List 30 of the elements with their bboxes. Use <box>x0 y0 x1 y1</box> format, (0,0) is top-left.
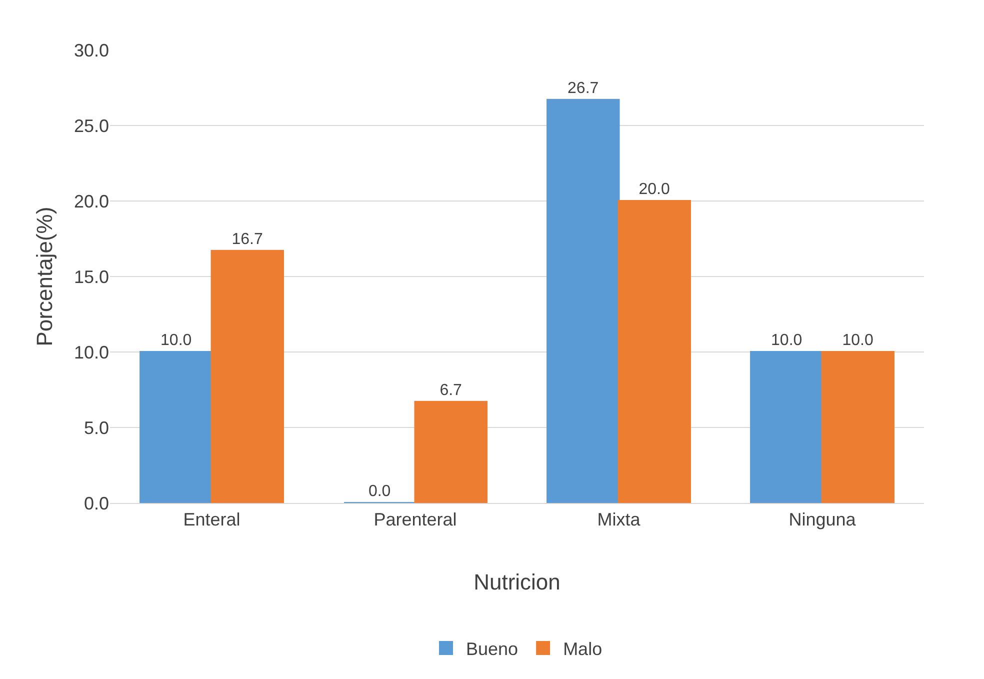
data-label: 0.0 <box>368 483 391 500</box>
y-tick-label: 0.0 <box>84 493 109 514</box>
y-tick-label: 5.0 <box>84 418 109 438</box>
y-tick-label: 20.0 <box>74 191 109 212</box>
bar <box>546 98 620 503</box>
data-label: 20.0 <box>638 181 670 198</box>
data-label: 26.7 <box>568 80 599 97</box>
bar <box>821 351 894 503</box>
y-axis-title: Porcentaje(%) <box>32 206 57 346</box>
data-label: 16.7 <box>232 230 263 248</box>
bar <box>750 351 824 503</box>
y-tick-label: 10.0 <box>74 342 109 362</box>
x-axis-title: Nutricion <box>474 570 560 594</box>
bar <box>210 250 284 503</box>
data-label: 6.7 <box>440 382 462 399</box>
x-tick-label: Parenteral <box>374 510 457 530</box>
x-tick-label: Enteral <box>183 510 240 530</box>
y-tick-label: 30.0 <box>74 40 109 60</box>
data-label: 10.0 <box>842 332 874 349</box>
x-tick-label: Mixta <box>597 510 642 530</box>
bar <box>140 351 213 503</box>
bar <box>414 400 488 503</box>
legend-label: Malo <box>563 639 602 660</box>
x-tick-label: Ninguna <box>788 510 857 530</box>
data-label: 10.0 <box>771 332 802 349</box>
legend-label: Bueno <box>466 639 518 660</box>
data-label: 10.0 <box>160 332 192 349</box>
bar <box>618 200 691 503</box>
y-tick-label: 15.0 <box>74 266 109 287</box>
y-tick-label: 25.0 <box>74 116 109 136</box>
